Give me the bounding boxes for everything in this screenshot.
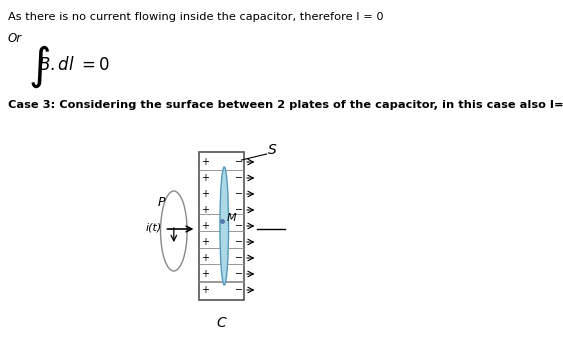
Text: −: − <box>235 189 243 199</box>
Text: As there is no current flowing inside the capacitor, therefore I = 0: As there is no current flowing inside th… <box>8 12 383 22</box>
Text: i(t): i(t) <box>146 223 162 233</box>
Text: +: + <box>201 269 209 279</box>
Text: Or: Or <box>8 32 22 45</box>
Text: Case 3: Considering the surface between 2 plates of the capacitor, in this case : Case 3: Considering the surface between … <box>8 100 563 110</box>
Text: +: + <box>201 285 209 295</box>
Ellipse shape <box>220 167 229 285</box>
Text: $\mathit{B.dl}\ = 0$: $\mathit{B.dl}\ = 0$ <box>38 56 111 74</box>
Text: C: C <box>217 316 226 330</box>
Text: +: + <box>201 237 209 247</box>
Text: +: + <box>201 189 209 199</box>
Text: M: M <box>226 213 236 223</box>
Text: $\int$: $\int$ <box>28 44 50 91</box>
Text: +: + <box>201 221 209 231</box>
Text: −: − <box>235 253 243 263</box>
Text: +: + <box>201 157 209 167</box>
Text: −: − <box>235 157 243 167</box>
Text: −: − <box>235 205 243 215</box>
Text: −: − <box>235 237 243 247</box>
Text: −: − <box>235 221 243 231</box>
Text: −: − <box>235 173 243 183</box>
Text: −: − <box>235 269 243 279</box>
Text: +: + <box>201 253 209 263</box>
Text: −: − <box>235 285 243 295</box>
Text: +: + <box>201 205 209 215</box>
Text: P: P <box>158 197 166 210</box>
Text: +: + <box>201 173 209 183</box>
Text: S: S <box>268 143 277 157</box>
